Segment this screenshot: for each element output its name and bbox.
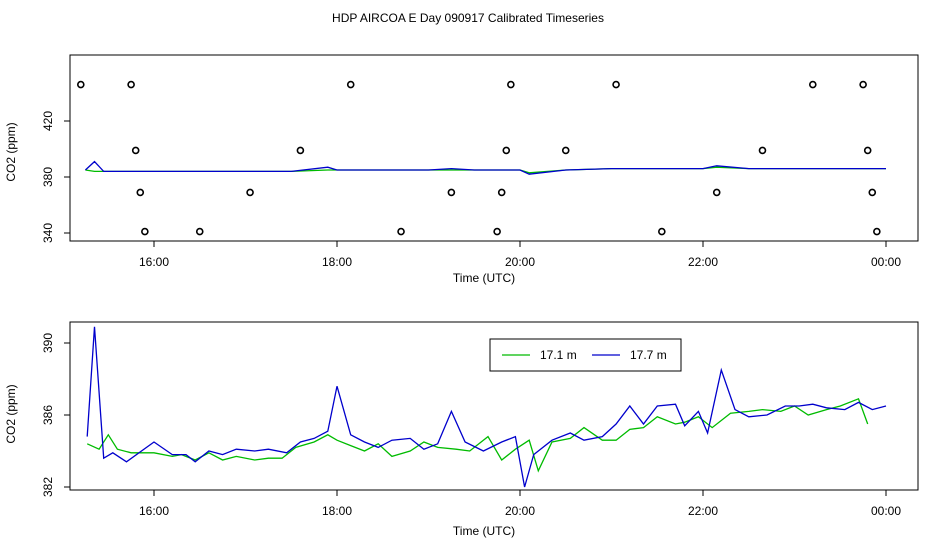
calibration-marker [131,146,140,155]
top-y-label: CO2 (ppm) [4,122,18,181]
calibration-marker [712,188,721,197]
series-line-17-1-m [86,397,869,473]
calibration-marker [195,227,204,236]
calibration-marker [561,146,570,155]
x-tick-label: 00:00 [871,255,901,269]
x-tick-label: 22:00 [688,504,718,518]
plot-frame-top [69,54,919,242]
x-tick-label: 18:00 [322,504,352,518]
y-tick-label: 382 [41,477,55,497]
calibration-marker [77,80,85,89]
top-y-axis: 340 380 420 [41,111,71,243]
x-tick-label: 16:00 [139,504,169,518]
calibration-marker [397,227,405,236]
top-series-group [84,160,886,175]
x-tick-label: 18:00 [322,255,352,269]
calibration-marker [758,146,767,155]
x-tick-label: 22:00 [688,255,718,269]
calibration-marker [868,188,877,197]
x-tick-label: 16:00 [139,255,169,269]
top-markers-group [77,80,881,236]
legend-label-17-7: 17.7 m [630,348,667,362]
series-line-17-7-m [84,160,886,175]
calibration-marker [873,227,881,236]
bottom-x-label: Time (UTC) [453,524,515,538]
bottom-y-label: CO2 (ppm) [4,384,18,443]
panel-bottom: 16:00 18:00 20:00 22:00 00:00 382 386 390 Time… [4,321,919,538]
top-x-label: Time (UTC) [453,271,515,285]
y-tick-label: 340 [41,223,55,243]
bottom-x-axis: 16:00 18:00 20:00 22:00 00:00 [139,489,901,518]
calibration-marker [246,188,254,197]
y-tick-label: 380 [41,167,55,187]
x-tick-label: 20:00 [505,504,535,518]
calibration-marker [493,227,501,236]
calibration-marker [658,227,666,236]
calibration-marker [447,188,456,197]
bottom-y-axis: 382 386 390 [41,333,71,497]
calibration-marker [127,80,135,89]
calibration-marker [859,80,867,89]
calibration-marker [136,188,145,197]
x-tick-label: 20:00 [505,255,535,269]
calibration-marker [141,227,149,236]
calibration-marker [612,80,620,89]
x-tick-label: 00:00 [871,504,901,518]
y-tick-label: 420 [41,111,55,131]
calibration-marker [863,146,872,155]
panel-top: 16:00 18:00 20:00 22:00 00:00 340 380 420 Time… [4,54,919,285]
calibration-marker [346,80,355,89]
chart-title: HDP AIRCOA E Day 090917 Calibrated Times… [332,11,604,25]
calibration-marker [497,188,506,197]
calibration-marker [296,146,305,155]
top-x-axis: 16:00 18:00 20:00 22:00 00:00 [139,240,901,269]
calibration-marker [507,80,515,89]
bottom-series-group [86,326,887,488]
calibration-marker [808,80,817,89]
y-tick-label: 390 [41,333,55,353]
calibration-marker [502,146,511,155]
legend: 17.1 m 17.7 m [489,338,682,372]
series-line-17-7-m [86,326,887,488]
legend-label-17-1: 17.1 m [540,348,577,362]
y-tick-label: 386 [41,405,55,425]
